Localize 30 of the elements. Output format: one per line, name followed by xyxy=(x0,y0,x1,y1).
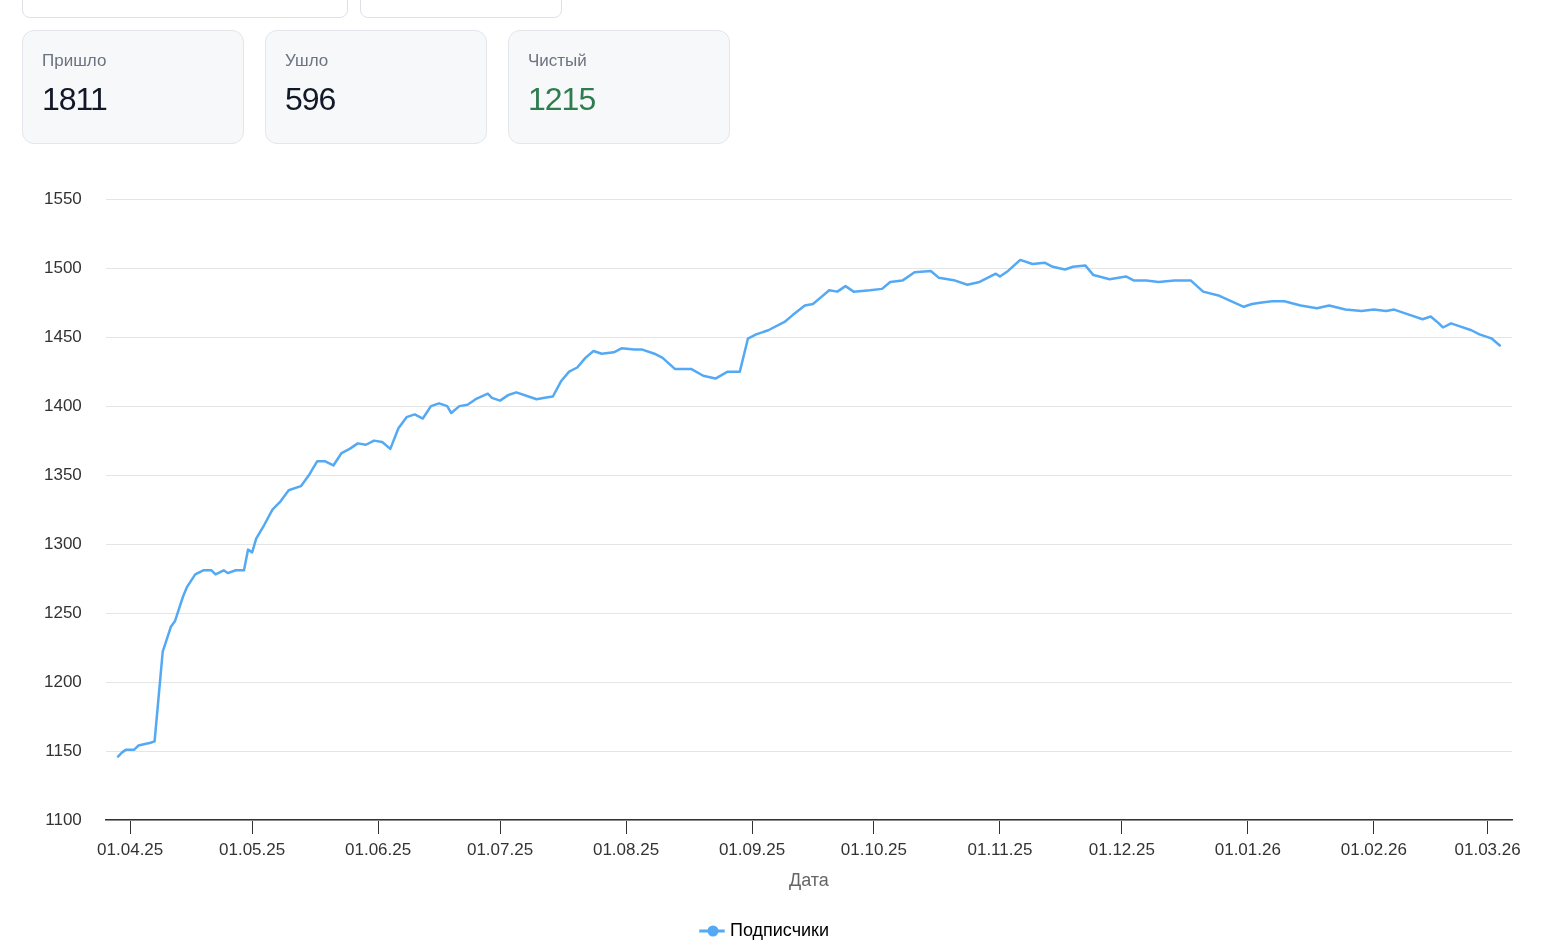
y-tick-label: 1200 xyxy=(43,671,82,691)
x-tick-label: 01.06.25 xyxy=(345,839,412,859)
text: 1811 xyxy=(42,81,108,118)
y-tick-label: 1550 xyxy=(43,188,82,208)
x-tick-label: 01.08.25 xyxy=(592,839,660,859)
y-tick-label: 1100 xyxy=(45,809,82,829)
y-tick-label: 1300 xyxy=(43,533,82,553)
x-tick-label: 01.04.25 xyxy=(97,839,164,859)
x-tick-label: 01.09.25 xyxy=(718,839,786,859)
x-tick-label: 01.11.25 xyxy=(967,839,1033,859)
text: 1215 xyxy=(528,81,597,118)
y-tick-label: 1500 xyxy=(43,257,82,277)
x-tick-label: 01.01.26 xyxy=(1214,839,1281,859)
legend-label: Подписчики xyxy=(729,919,830,940)
y-tick-label: 1350 xyxy=(43,464,82,484)
y-tick-label: 1450 xyxy=(43,326,82,346)
x-tick-label: 01.07.25 xyxy=(466,839,534,859)
y-tick-label: 1150 xyxy=(45,740,82,760)
y-tick-label: 1250 xyxy=(43,602,82,622)
x-tick-label: 01.02.26 xyxy=(1340,839,1407,859)
text: Ушло xyxy=(285,51,330,71)
text: 596 xyxy=(285,81,337,118)
y-tick-label: 1400 xyxy=(43,395,82,415)
x-axis-title: Дата xyxy=(788,870,830,891)
x-tick-label: 01.05.25 xyxy=(219,839,286,859)
text: Чистый xyxy=(528,51,588,71)
x-tick-label: 01.03.26 xyxy=(1454,839,1521,859)
x-tick-label: 01.12.25 xyxy=(1088,839,1155,859)
x-tick-label: 01.10.25 xyxy=(840,839,908,859)
text: Пришло xyxy=(42,51,108,71)
